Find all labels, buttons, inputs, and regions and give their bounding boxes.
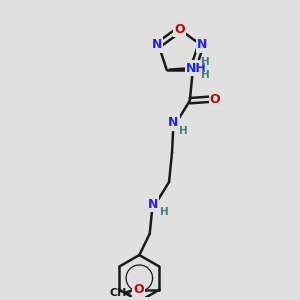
Text: O: O xyxy=(174,23,185,36)
Text: H: H xyxy=(160,208,168,218)
Text: H: H xyxy=(202,57,210,67)
Text: N: N xyxy=(168,116,179,129)
Text: O: O xyxy=(133,283,144,296)
Text: N: N xyxy=(197,38,208,51)
Text: O: O xyxy=(210,93,220,106)
Text: N: N xyxy=(152,38,162,51)
Text: H: H xyxy=(202,70,210,80)
Text: N: N xyxy=(148,198,158,211)
Text: NH: NH xyxy=(186,61,207,75)
Text: H: H xyxy=(178,126,188,136)
Text: CH₃: CH₃ xyxy=(109,288,131,298)
